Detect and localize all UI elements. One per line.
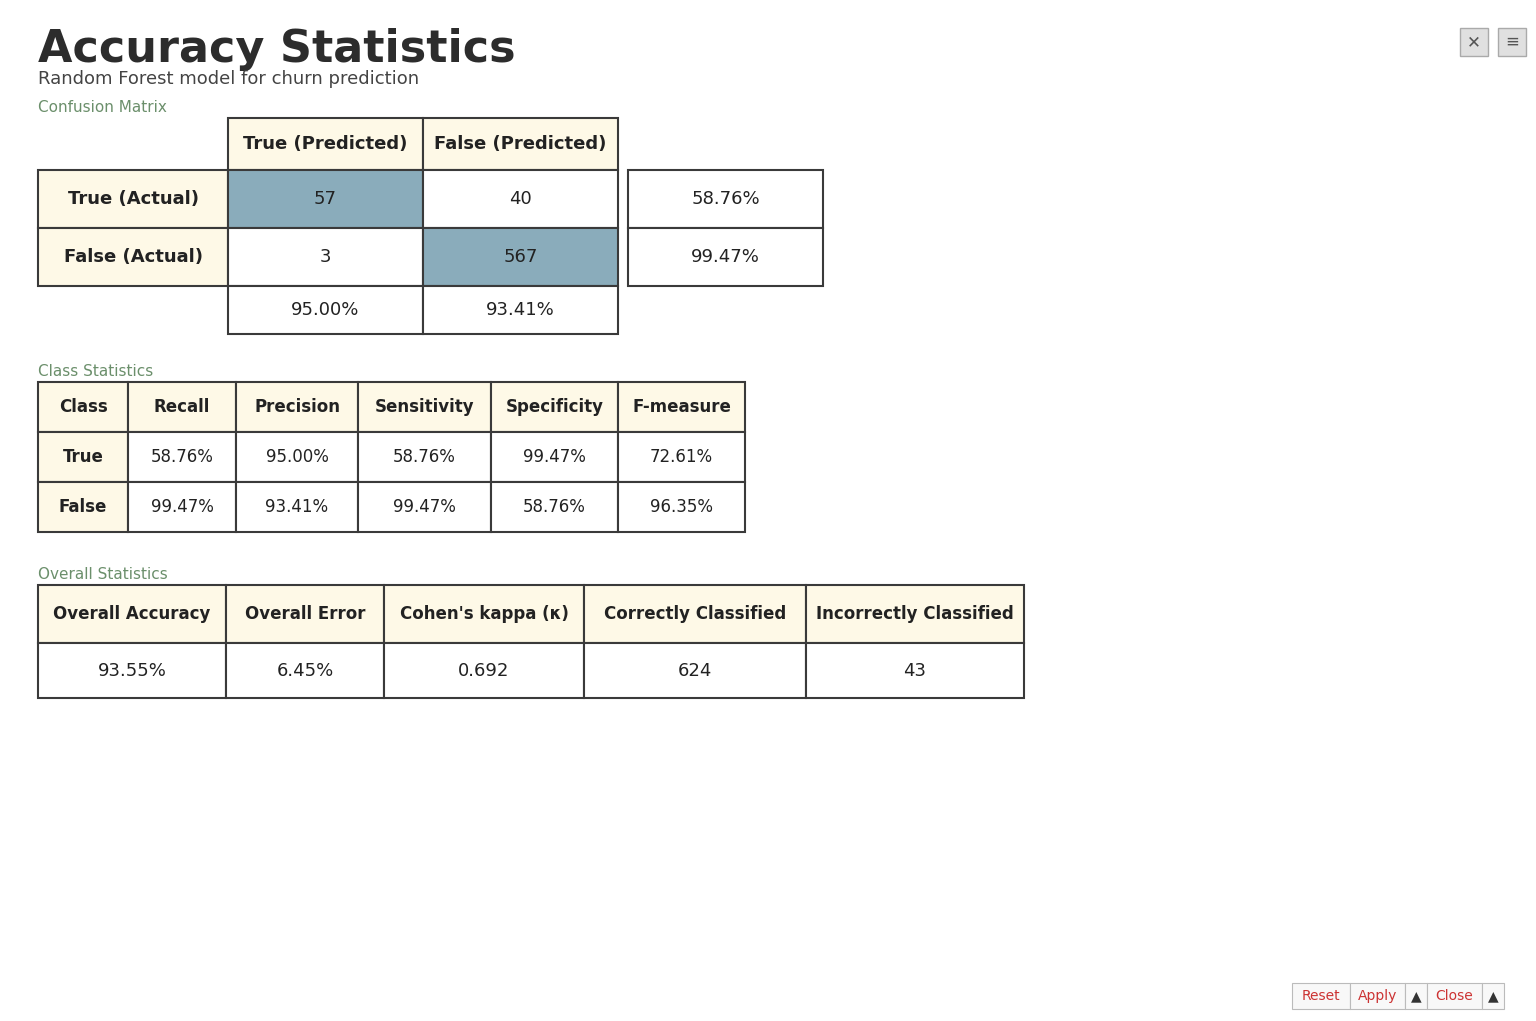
Text: Cohen's kappa (κ): Cohen's kappa (κ) <box>399 605 568 623</box>
Text: 43: 43 <box>903 662 926 680</box>
FancyBboxPatch shape <box>227 228 422 286</box>
Text: Confusion Matrix: Confusion Matrix <box>38 100 167 115</box>
FancyBboxPatch shape <box>227 118 422 171</box>
FancyBboxPatch shape <box>127 482 237 532</box>
FancyBboxPatch shape <box>227 286 422 334</box>
FancyBboxPatch shape <box>384 643 584 698</box>
Text: 93.41%: 93.41% <box>266 498 329 516</box>
FancyBboxPatch shape <box>628 228 823 286</box>
Text: True (Predicted): True (Predicted) <box>243 135 407 153</box>
Text: 95.00%: 95.00% <box>292 301 359 319</box>
Text: 95.00%: 95.00% <box>266 448 329 466</box>
Text: False (Actual): False (Actual) <box>63 248 203 266</box>
Text: Incorrectly Classified: Incorrectly Classified <box>816 605 1014 623</box>
Text: 93.41%: 93.41% <box>485 301 554 319</box>
Text: 99.47%: 99.47% <box>151 498 214 516</box>
Text: Close: Close <box>1436 989 1473 1003</box>
Text: 99.47%: 99.47% <box>691 248 760 266</box>
Text: F-measure: F-measure <box>631 398 731 416</box>
Text: Class Statistics: Class Statistics <box>38 364 154 379</box>
Text: True: True <box>63 448 103 466</box>
Text: Overall Error: Overall Error <box>244 605 366 623</box>
Text: Precision: Precision <box>253 398 339 416</box>
FancyBboxPatch shape <box>38 482 127 532</box>
Text: 99.47%: 99.47% <box>524 448 585 466</box>
Text: Apply: Apply <box>1358 989 1398 1003</box>
FancyBboxPatch shape <box>1405 983 1427 1009</box>
FancyBboxPatch shape <box>227 171 422 228</box>
FancyBboxPatch shape <box>358 432 492 482</box>
FancyBboxPatch shape <box>226 585 384 643</box>
FancyBboxPatch shape <box>38 382 127 432</box>
FancyBboxPatch shape <box>358 382 492 432</box>
FancyBboxPatch shape <box>38 643 226 698</box>
FancyBboxPatch shape <box>617 382 745 432</box>
Text: 96.35%: 96.35% <box>650 498 713 516</box>
FancyBboxPatch shape <box>1350 983 1405 1009</box>
FancyBboxPatch shape <box>422 286 617 334</box>
FancyBboxPatch shape <box>384 585 584 643</box>
Text: 624: 624 <box>677 662 713 680</box>
FancyBboxPatch shape <box>1292 983 1350 1009</box>
Text: 567: 567 <box>504 248 538 266</box>
Text: Random Forest model for churn prediction: Random Forest model for churn prediction <box>38 70 419 88</box>
FancyBboxPatch shape <box>422 228 617 286</box>
FancyBboxPatch shape <box>584 585 806 643</box>
FancyBboxPatch shape <box>38 171 227 228</box>
Text: 99.47%: 99.47% <box>393 498 456 516</box>
FancyBboxPatch shape <box>1482 983 1504 1009</box>
Text: 40: 40 <box>508 190 531 208</box>
Text: 58.76%: 58.76% <box>151 448 214 466</box>
FancyBboxPatch shape <box>127 382 237 432</box>
Text: 93.55%: 93.55% <box>98 662 166 680</box>
FancyBboxPatch shape <box>584 643 806 698</box>
FancyBboxPatch shape <box>38 228 227 286</box>
Text: Class: Class <box>58 398 108 416</box>
FancyBboxPatch shape <box>617 432 745 482</box>
Text: 57: 57 <box>313 190 336 208</box>
Text: Sensitivity: Sensitivity <box>375 398 475 416</box>
FancyBboxPatch shape <box>226 643 384 698</box>
Text: 58.76%: 58.76% <box>393 448 456 466</box>
FancyBboxPatch shape <box>358 482 492 532</box>
FancyBboxPatch shape <box>806 643 1025 698</box>
Text: Overall Statistics: Overall Statistics <box>38 567 167 582</box>
FancyBboxPatch shape <box>237 482 358 532</box>
FancyBboxPatch shape <box>422 171 617 228</box>
Text: ▲: ▲ <box>1410 989 1421 1003</box>
Text: Overall Accuracy: Overall Accuracy <box>54 605 210 623</box>
FancyBboxPatch shape <box>237 432 358 482</box>
Text: 6.45%: 6.45% <box>276 662 333 680</box>
Text: 72.61%: 72.61% <box>650 448 713 466</box>
FancyBboxPatch shape <box>617 482 745 532</box>
Text: 58.76%: 58.76% <box>524 498 585 516</box>
Text: False (Predicted): False (Predicted) <box>435 135 607 153</box>
FancyBboxPatch shape <box>492 432 617 482</box>
Text: Reset: Reset <box>1301 989 1341 1003</box>
Text: Correctly Classified: Correctly Classified <box>604 605 786 623</box>
FancyBboxPatch shape <box>1498 28 1525 56</box>
FancyBboxPatch shape <box>492 382 617 432</box>
FancyBboxPatch shape <box>237 382 358 432</box>
Text: Specificity: Specificity <box>505 398 604 416</box>
Text: Accuracy Statistics: Accuracy Statistics <box>38 28 516 71</box>
FancyBboxPatch shape <box>1461 28 1488 56</box>
Text: ✕: ✕ <box>1467 33 1481 51</box>
Text: False: False <box>58 498 108 516</box>
FancyBboxPatch shape <box>38 432 127 482</box>
FancyBboxPatch shape <box>628 171 823 228</box>
FancyBboxPatch shape <box>127 432 237 482</box>
Text: True (Actual): True (Actual) <box>68 190 198 208</box>
FancyBboxPatch shape <box>38 585 226 643</box>
FancyBboxPatch shape <box>492 482 617 532</box>
Text: 0.692: 0.692 <box>458 662 510 680</box>
Text: 3: 3 <box>319 248 332 266</box>
FancyBboxPatch shape <box>1427 983 1482 1009</box>
FancyBboxPatch shape <box>422 118 617 171</box>
Text: ▲: ▲ <box>1488 989 1498 1003</box>
FancyBboxPatch shape <box>806 585 1025 643</box>
Text: 58.76%: 58.76% <box>691 190 760 208</box>
Text: ≡: ≡ <box>1505 33 1519 51</box>
Text: Recall: Recall <box>154 398 210 416</box>
